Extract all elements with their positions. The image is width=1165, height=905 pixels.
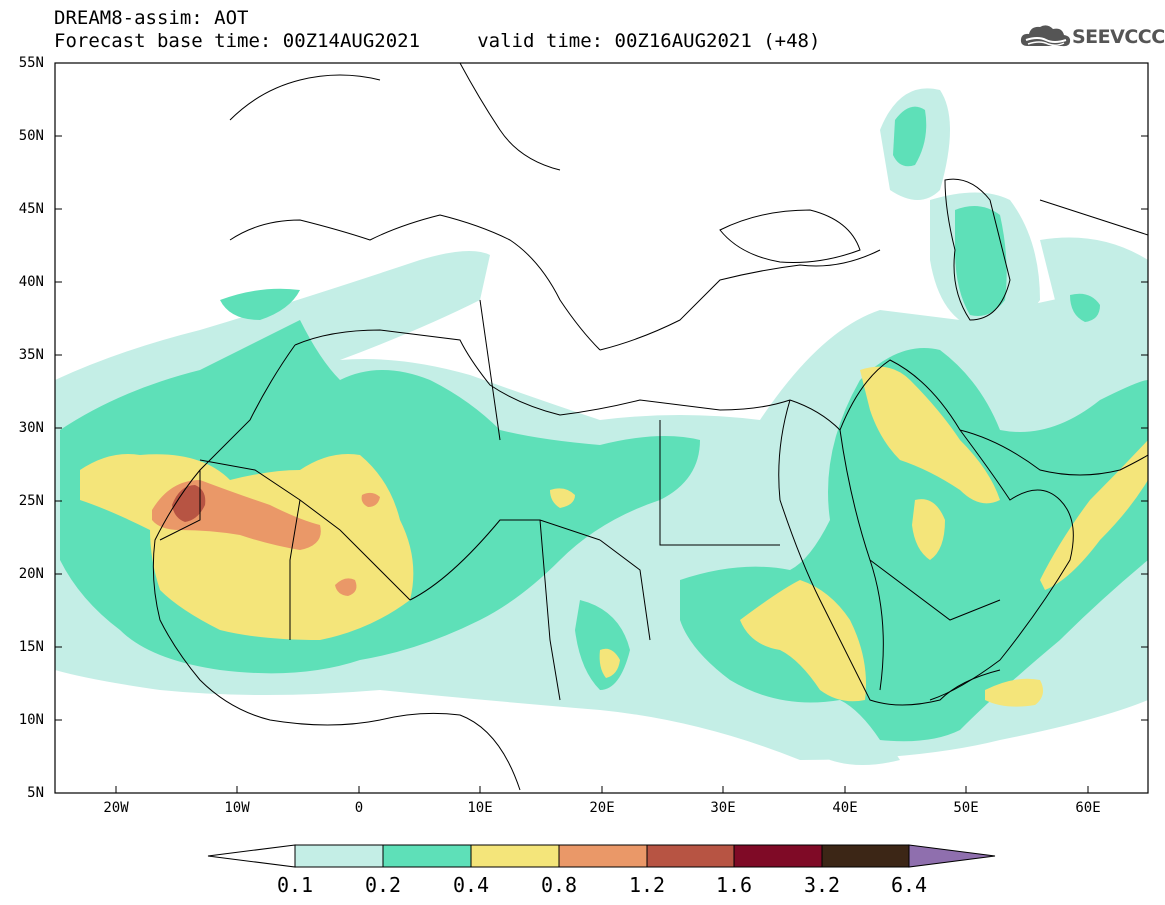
colorbar-label: 0.4 bbox=[452, 873, 490, 897]
lat-label: 55N bbox=[18, 55, 44, 71]
colorbar-label: 0.1 bbox=[276, 873, 314, 897]
map-outlines bbox=[152, 63, 1148, 791]
lon-label: 10E bbox=[467, 800, 493, 816]
lon-label: 50E bbox=[953, 800, 979, 816]
lon-label: 20W bbox=[103, 800, 129, 816]
colorbar-bin-1.2 bbox=[646, 844, 735, 868]
colorbar-low-arrow bbox=[207, 844, 296, 868]
colorbar-bin-0.8 bbox=[558, 844, 648, 868]
lat-label: 10N bbox=[18, 712, 44, 728]
colorbar-bin-3.2 bbox=[821, 844, 910, 868]
lat-label: 40N bbox=[18, 274, 44, 290]
lat-label: 15N bbox=[18, 639, 44, 655]
lon-label: 40E bbox=[832, 800, 858, 816]
lat-label: 20N bbox=[18, 566, 44, 582]
colorbar-high-arrow bbox=[908, 844, 996, 868]
lat-label: 45N bbox=[18, 201, 44, 217]
colorbar-bin-0.2 bbox=[382, 844, 472, 868]
colorbar-label: 1.6 bbox=[715, 873, 753, 897]
axis-ticks bbox=[55, 135, 1148, 793]
lon-label: 20E bbox=[589, 800, 615, 816]
lat-label: 25N bbox=[18, 493, 44, 509]
colorbar-label: 0.2 bbox=[364, 873, 402, 897]
colorbar-label: 0.8 bbox=[540, 873, 578, 897]
forecast-time-line: Forecast base time: 00Z14AUG2021 valid t… bbox=[54, 30, 821, 52]
colorbar-bin-0.4 bbox=[470, 844, 560, 868]
lat-label: 30N bbox=[18, 420, 44, 436]
aot-level-1.2 bbox=[172, 485, 206, 522]
colorbar-bin-0.1 bbox=[294, 844, 384, 868]
colorbar-label: 1.2 bbox=[628, 873, 666, 897]
colorbar-bin-1.6 bbox=[733, 844, 823, 868]
colorbar bbox=[207, 844, 996, 868]
lon-label: 0 bbox=[354, 800, 364, 816]
cloud-icon bbox=[1020, 25, 1071, 47]
seevccc-logo: SEEVCCC bbox=[1072, 26, 1165, 48]
colorbar-label: 6.4 bbox=[890, 873, 928, 897]
lat-label: 5N bbox=[27, 785, 44, 801]
lon-label: 60E bbox=[1075, 800, 1101, 816]
colorbar-label: 3.2 bbox=[803, 873, 841, 897]
lat-label: 50N bbox=[18, 128, 44, 144]
lat-label: 35N bbox=[18, 347, 44, 363]
lon-label: 30E bbox=[710, 800, 736, 816]
lon-label: 10W bbox=[224, 800, 250, 816]
map-title: DREAM8-assim: AOT bbox=[54, 7, 249, 29]
